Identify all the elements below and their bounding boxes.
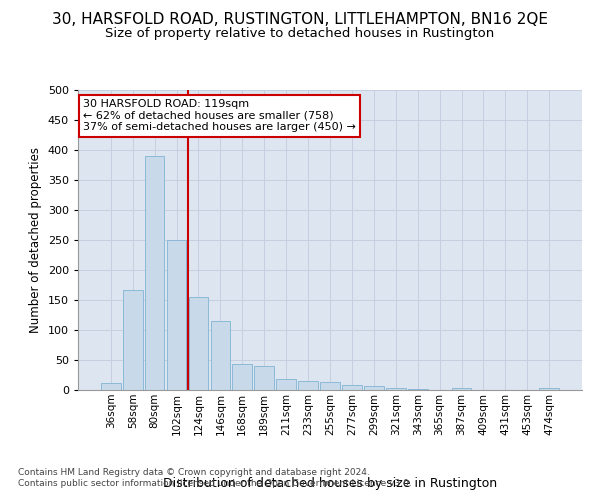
Text: 30, HARSFOLD ROAD, RUSTINGTON, LITTLEHAMPTON, BN16 2QE: 30, HARSFOLD ROAD, RUSTINGTON, LITTLEHAM… [52, 12, 548, 28]
Text: Size of property relative to detached houses in Rustington: Size of property relative to detached ho… [106, 28, 494, 40]
Bar [188, 297, 208, 390]
Bar [123, 290, 143, 390]
Bar [298, 381, 318, 390]
Text: Contains HM Land Registry data © Crown copyright and database right 2024.
Contai: Contains HM Land Registry data © Crown c… [18, 468, 412, 487]
Bar [539, 388, 559, 390]
Text: 30 HARSFOLD ROAD: 119sqm
← 62% of detached houses are smaller (758)
37% of semi-: 30 HARSFOLD ROAD: 119sqm ← 62% of detach… [83, 99, 356, 132]
Bar [101, 383, 121, 390]
Bar [320, 382, 340, 390]
Bar [342, 385, 362, 390]
Bar [452, 388, 472, 390]
X-axis label: Distribution of detached houses by size in Rustington: Distribution of detached houses by size … [163, 476, 497, 490]
Bar [386, 388, 406, 390]
Bar [167, 240, 187, 390]
Bar [145, 156, 164, 390]
Bar [211, 321, 230, 390]
Bar [408, 389, 428, 390]
Bar [276, 379, 296, 390]
Bar [254, 366, 274, 390]
Y-axis label: Number of detached properties: Number of detached properties [29, 147, 42, 333]
Bar [232, 364, 252, 390]
Bar [364, 386, 384, 390]
